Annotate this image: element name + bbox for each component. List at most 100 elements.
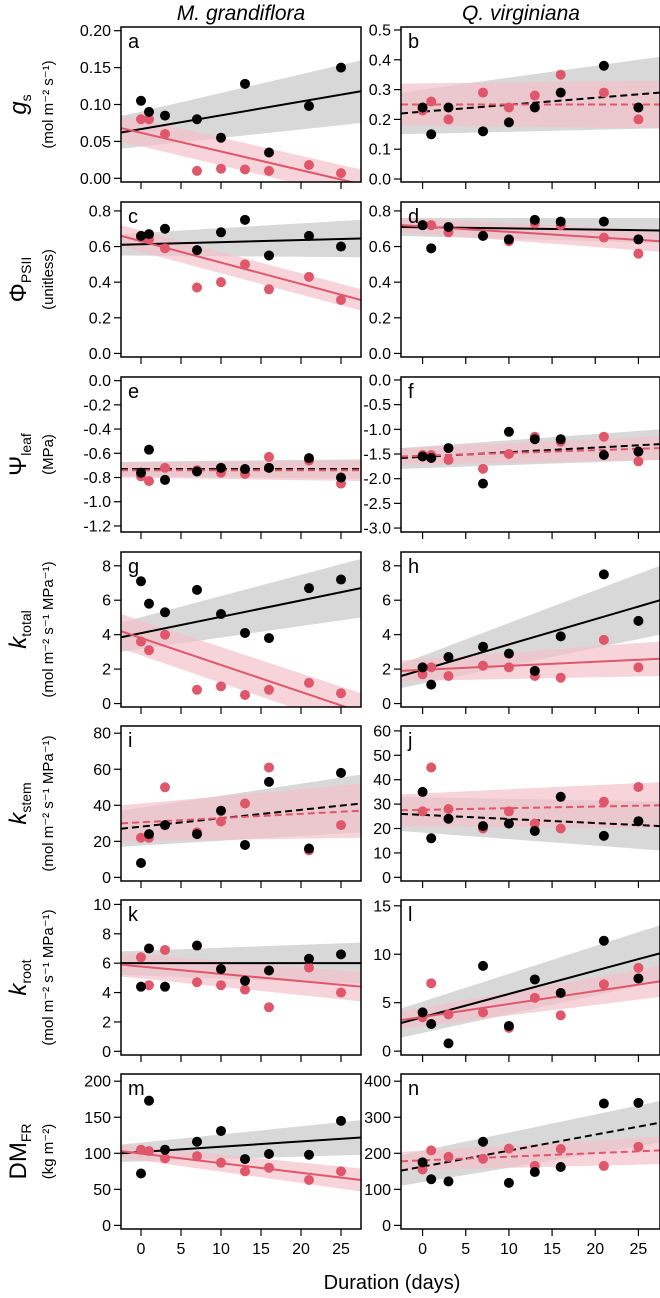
y-axis-label-symbol: k	[5, 811, 32, 825]
data-point-control-l	[529, 974, 540, 985]
data-point-treatment-i	[336, 820, 346, 831]
y-tick-label-c: 0.6	[89, 239, 111, 256]
data-point-control-h	[503, 648, 514, 659]
y-tick-label-k: 8	[102, 926, 111, 943]
y-tick-label-b: 0.5	[369, 22, 391, 39]
data-point-treatment-g	[264, 684, 274, 695]
data-point-control-e	[336, 472, 346, 483]
confidence-band-control-g	[121, 558, 361, 652]
fit-line-control-a	[121, 90, 361, 134]
data-point-control-l	[633, 973, 644, 984]
data-point-control-k	[304, 953, 314, 964]
y-axis-label-symbol: DM	[5, 1142, 32, 1179]
panel-letter-k: k	[128, 904, 139, 926]
y-tick-label-g: 6	[102, 593, 111, 610]
y-tick-label-a: 0.00	[80, 171, 111, 188]
data-point-control-f	[633, 446, 644, 457]
data-point-treatment-k	[304, 962, 314, 973]
data-point-treatment-a	[144, 114, 154, 125]
data-point-control-j	[426, 833, 437, 844]
y-tick-label-n: 100	[364, 1182, 391, 1199]
panel-letter-i: i	[128, 730, 132, 752]
data-point-control-m	[192, 1136, 202, 1147]
data-point-control-j	[417, 786, 428, 797]
fit-line-control-i	[121, 802, 361, 830]
data-point-treatment-g	[136, 636, 146, 647]
data-point-treatment-n	[598, 1160, 609, 1171]
panel-f: f -3.0 -2.5 -2.0 -1.5 -1.0 -0.5 0.0	[363, 372, 660, 539]
data-point-control-l	[503, 1020, 514, 1031]
panel-m: m 0 50 100 150 200 0 5 10 15 20 25 DMFR (kg m⁻²)	[5, 1073, 362, 1258]
data-point-control-h	[529, 665, 540, 676]
data-point-control-n	[426, 1174, 437, 1185]
data-point-treatment-j	[503, 806, 514, 817]
panel-frame-h	[400, 551, 660, 708]
y-tick-label-j: 30	[373, 797, 391, 814]
data-point-treatment-f	[633, 456, 644, 467]
y-tick-label-j: 40	[373, 772, 391, 789]
plot-area-e	[121, 444, 361, 489]
data-point-control-f	[426, 452, 437, 463]
data-point-treatment-e	[264, 451, 274, 462]
x-tick-label-n: 20	[586, 1241, 604, 1258]
panel-letter-h: h	[408, 556, 419, 578]
data-point-treatment-a	[264, 165, 274, 176]
data-point-control-c	[336, 241, 346, 252]
data-point-control-c	[160, 223, 170, 234]
data-point-treatment-i	[240, 798, 250, 809]
confidence-band-treatment-j	[401, 782, 660, 829]
confidence-band-control-a	[121, 60, 361, 149]
data-point-treatment-e	[144, 476, 154, 487]
data-point-control-f	[529, 434, 540, 445]
panel-frame-d	[400, 201, 660, 358]
data-point-control-n	[417, 1157, 428, 1168]
y-tick-label-j: 0	[382, 870, 391, 887]
y-tick-label-m: 50	[93, 1182, 111, 1199]
data-point-treatment-k	[240, 984, 250, 995]
data-point-control-c	[216, 227, 226, 238]
data-point-control-m	[240, 1154, 250, 1165]
data-point-control-e	[216, 462, 226, 473]
plot-area-a	[121, 60, 361, 182]
data-point-control-i	[240, 839, 250, 850]
fit-line-treatment-i	[121, 809, 361, 825]
data-point-control-h	[633, 615, 644, 626]
data-point-treatment-l	[426, 978, 437, 989]
data-point-control-a	[192, 114, 202, 125]
y-tick-label-e: -1.2	[83, 518, 111, 535]
data-point-treatment-g	[304, 677, 314, 688]
data-point-treatment-h	[598, 634, 609, 645]
y-tick-label-c: 0.0	[89, 346, 111, 363]
data-point-control-j	[503, 818, 514, 829]
data-point-treatment-l	[633, 962, 644, 973]
data-point-control-m	[216, 1125, 226, 1136]
data-point-control-i	[336, 767, 346, 778]
data-point-treatment-j	[529, 818, 540, 829]
y-axis-label-symbol: k	[5, 982, 32, 996]
data-point-control-f	[598, 449, 609, 460]
panel-letter-b: b	[408, 31, 419, 53]
data-point-treatment-h	[426, 662, 437, 673]
data-point-treatment-m	[136, 1144, 146, 1155]
data-point-treatment-c	[304, 271, 314, 282]
data-point-treatment-h	[503, 662, 514, 673]
data-point-control-k	[264, 965, 274, 976]
y-axis-label-symbol: g	[5, 101, 32, 115]
y-tick-label-c: 0.8	[89, 203, 111, 220]
data-point-control-l	[417, 1007, 428, 1018]
data-point-control-n	[633, 1097, 644, 1108]
data-point-control-b	[426, 129, 437, 140]
panel-frame-k	[120, 899, 362, 1056]
y-tick-label-e: -0.4	[83, 422, 111, 439]
plot-area-h	[401, 565, 660, 690]
panel-frame-i	[120, 725, 362, 882]
data-point-treatment-c	[192, 282, 202, 293]
y-tick-label-b: 0.2	[369, 112, 391, 129]
data-point-control-a	[240, 78, 250, 89]
panel-letter-l: l	[408, 904, 412, 926]
y-tick-label-i: 20	[93, 834, 111, 851]
y-tick-label-a: 0.05	[80, 134, 111, 151]
data-point-control-m	[264, 1149, 274, 1160]
data-point-treatment-f	[598, 431, 609, 442]
